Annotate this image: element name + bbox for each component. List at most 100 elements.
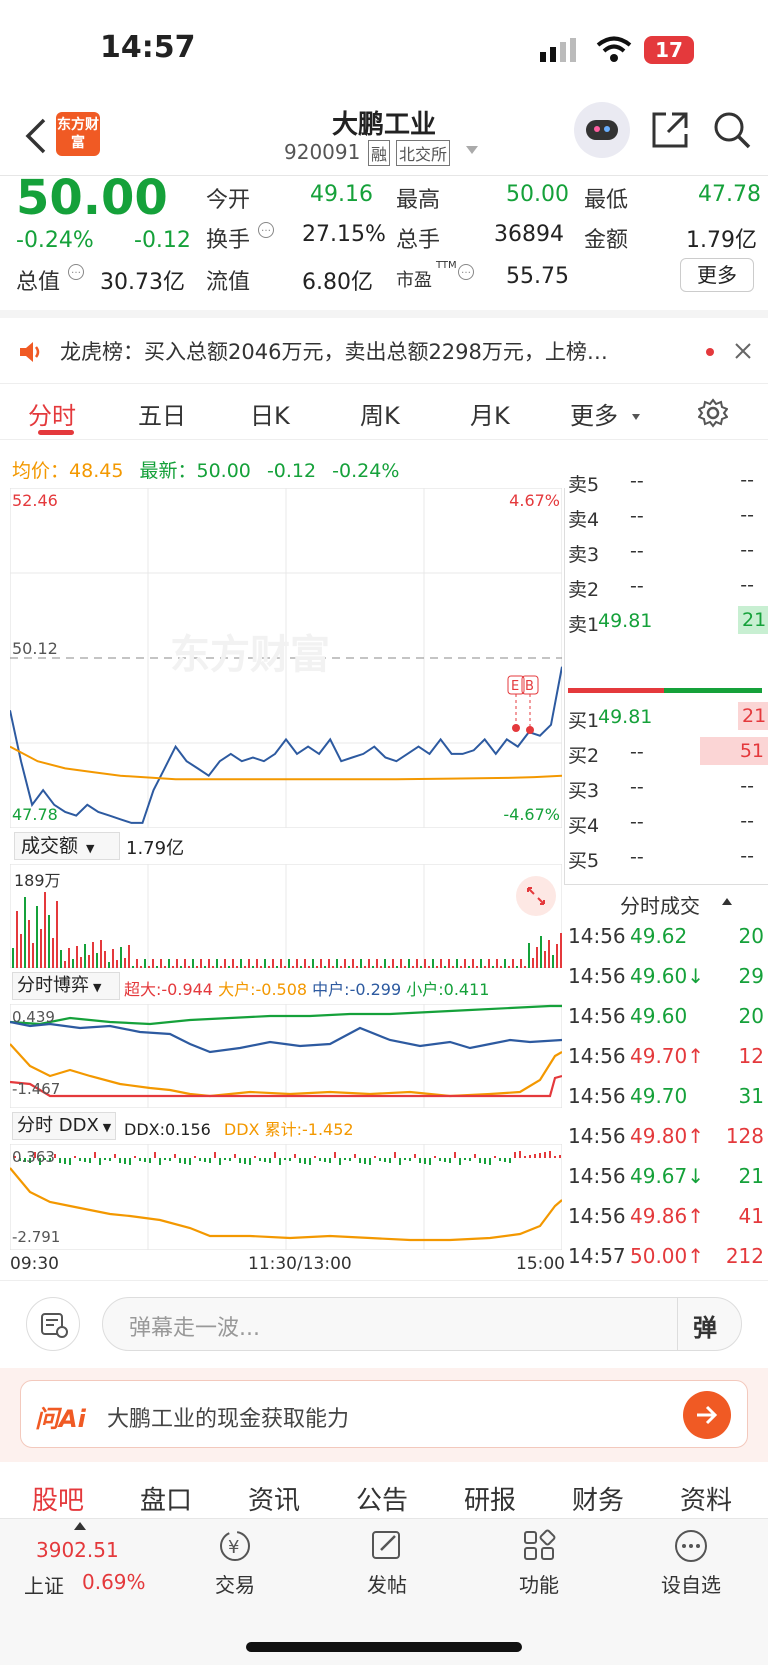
expand-button[interactable] <box>516 876 556 916</box>
ask-level-row[interactable]: 卖1 49.81 21 <box>568 604 768 640</box>
tab-news[interactable]: 资讯 <box>248 1486 301 1516</box>
nav-trade[interactable]: ¥ 交易 <box>180 1528 290 1598</box>
volume-bar <box>108 962 110 968</box>
indicator-select-ddx[interactable]: 分时 DDX ▼ <box>12 1112 116 1140</box>
volume-bar <box>500 966 502 968</box>
tab-guba[interactable]: 股吧 <box>32 1486 85 1516</box>
close-icon[interactable] <box>734 342 752 360</box>
ticks-title[interactable]: 分时成交 <box>620 894 700 918</box>
ask-level-row[interactable]: 卖4 -- -- <box>568 499 768 535</box>
bid-level-row[interactable]: 买5 -- -- <box>568 840 768 876</box>
intraday-price-chart[interactable]: 东方财富 E B 52.46 50.12 47.78 4.67% -4.67% <box>10 488 562 828</box>
chevron-down-icon[interactable] <box>466 146 478 154</box>
indicator-title: 成交额 <box>21 835 79 857</box>
volume-bar <box>420 966 422 968</box>
tab-announcement[interactable]: 公告 <box>356 1486 409 1516</box>
ai-prompt-card[interactable]: 问Ai 大鹏工业的现金获取能力 <box>20 1380 748 1448</box>
ddx-bar <box>239 1158 241 1163</box>
avg-label: 均价： <box>12 460 70 482</box>
volume-bar <box>64 961 66 968</box>
tab-pankou[interactable]: 盘口 <box>140 1486 193 1516</box>
tab-profile[interactable]: 资料 <box>680 1486 733 1516</box>
y-min-label: 47.78 <box>12 805 58 824</box>
level-volume: -- <box>740 775 754 797</box>
active-tab-indicator <box>38 430 74 435</box>
bid-level-row[interactable]: 买3 -- -- <box>568 770 768 806</box>
watermark: 东方财富 <box>170 632 330 678</box>
ask-level-row[interactable]: 卖2 -- -- <box>568 569 768 605</box>
tab-weekly-k[interactable]: 周K <box>360 402 400 430</box>
tick-arrow: ↑ <box>687 1244 705 1268</box>
bid-level-row[interactable]: 买1 49.81 21 <box>568 700 768 736</box>
gear-icon[interactable] <box>698 398 728 428</box>
ddx-bar <box>44 1158 46 1160</box>
ddx-bar <box>444 1158 446 1162</box>
tab-more[interactable]: 更多 <box>570 402 618 430</box>
volume-bar <box>552 955 554 968</box>
legend-ddx-cum-label: DDX 累计: <box>223 1120 302 1139</box>
high-value: 50.00 <box>506 182 569 207</box>
ddx-chart[interactable]: 0.363 -2.791 <box>10 1144 562 1250</box>
level-label: 买4 <box>568 815 600 837</box>
volume-bar <box>456 959 458 968</box>
dragon-tiger-notice[interactable]: 龙虎榜：买入总额2046万元，卖出总额2298万元，上榜… <box>0 318 768 384</box>
tab-research[interactable]: 研报 <box>464 1486 517 1516</box>
bid-level-row[interactable]: 买2 -- 51 <box>568 735 768 771</box>
share-icon[interactable] <box>650 110 690 150</box>
ai-avatar[interactable] <box>574 102 630 158</box>
capital-flow-chart[interactable]: 0.439 -1.467 <box>10 1004 562 1108</box>
indicator-select-amount[interactable]: 成交额 ▼ <box>14 832 120 860</box>
bid-level-row[interactable]: 买4 -- -- <box>568 805 768 841</box>
nav-add-watchlist[interactable]: 设自选 <box>636 1528 746 1598</box>
danmu-input[interactable]: 弹幕走一波... 弹 <box>102 1297 742 1351</box>
tick-time: 14:56 <box>568 1204 626 1228</box>
volume-bar <box>432 959 434 968</box>
ai-go-button[interactable] <box>683 1391 731 1439</box>
nav-post-label: 发帖 <box>367 1573 407 1597</box>
volume-bar-chart[interactable]: 189万 <box>10 864 562 968</box>
index-value[interactable]: 3902.51 <box>36 1538 119 1562</box>
avg-info-line: 均价：48.45 最新：50.00 -0.12 -0.24% <box>12 456 399 483</box>
back-icon[interactable] <box>24 118 48 154</box>
tab-monthly-k[interactable]: 月K <box>470 402 510 430</box>
tick-arrow: ↓ <box>687 1164 705 1188</box>
stock-code: 920091 <box>284 140 361 164</box>
danmu-button[interactable]: 弹 <box>693 1314 717 1342</box>
indicator-select-game[interactable]: 分时博弈 ▼ <box>12 972 120 1000</box>
volume-bar <box>56 901 58 968</box>
amount-value: 1.79亿 <box>686 228 757 253</box>
ask-level-row[interactable]: 卖5 -- -- <box>568 464 768 500</box>
legend-small-value: 0.411 <box>443 980 490 999</box>
volume-bar <box>216 959 218 968</box>
volume-bar <box>124 958 126 968</box>
info-icon[interactable]: … <box>68 264 84 280</box>
volume-bar <box>536 947 538 968</box>
comment-list-button[interactable] <box>26 1297 80 1351</box>
comment-bar: 弹幕走一波... 弹 <box>0 1280 768 1368</box>
ddx-bar <box>219 1158 221 1165</box>
nav-post[interactable]: 发帖 <box>332 1528 442 1598</box>
tab-five-day[interactable]: 五日 <box>138 402 186 430</box>
search-icon[interactable] <box>712 110 752 150</box>
level-price: -- <box>630 540 644 562</box>
tab-finance[interactable]: 财务 <box>572 1486 625 1516</box>
info-icon[interactable]: … <box>258 222 274 238</box>
battery-level: 17 <box>655 38 683 62</box>
chevron-up-icon[interactable] <box>722 898 732 905</box>
ddx-bar <box>369 1158 371 1165</box>
tab-daily-k[interactable]: 日K <box>250 402 290 430</box>
ask-level-row[interactable]: 卖3 -- -- <box>568 534 768 570</box>
level-price: -- <box>630 470 644 492</box>
more-button[interactable]: 更多 <box>680 258 754 292</box>
ddx-bar <box>319 1158 321 1161</box>
ddx-bar <box>404 1158 406 1160</box>
volume-bar <box>436 966 438 968</box>
tab-intraday[interactable]: 分时 <box>28 402 76 430</box>
tick-price: 49.86↑ <box>630 1204 705 1228</box>
ddx-bar <box>354 1154 356 1158</box>
ddx-bar <box>34 1152 36 1158</box>
volume-bar <box>48 915 50 968</box>
volume-bar <box>20 934 22 968</box>
info-icon[interactable]: … <box>458 264 474 280</box>
nav-function[interactable]: 功能 <box>484 1528 594 1598</box>
